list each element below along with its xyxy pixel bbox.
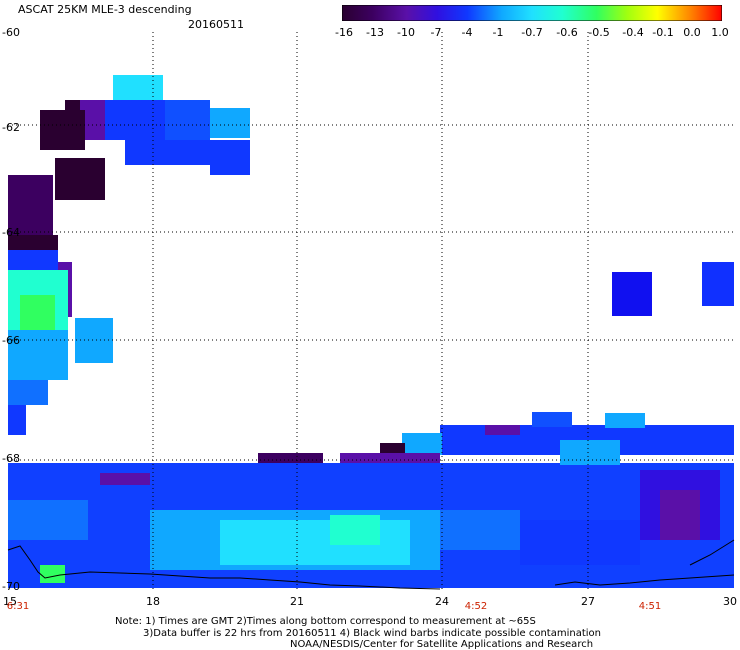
colorbar-label: -10: [397, 26, 415, 39]
colorbar-label: 0.0: [683, 26, 701, 39]
x-label: 30: [723, 595, 737, 608]
colorbar-label: -13: [366, 26, 384, 39]
x-label: 21: [290, 595, 304, 608]
colorbar-label: -7: [430, 26, 442, 39]
colorbar-label: -0.5: [588, 26, 610, 39]
map-title: ASCAT 25KM MLE-3 descending: [18, 3, 192, 16]
wind-speed-cells-south: [8, 412, 734, 588]
colorbar-label: -0.1: [652, 26, 674, 39]
time-label: 4:52: [464, 601, 488, 612]
footnote-line-1: Note: 1) Times are GMT 2)Times along bot…: [115, 616, 536, 627]
colorbar-label: -1: [492, 26, 504, 39]
x-label: 24: [435, 595, 449, 608]
x-label: 15: [3, 595, 17, 608]
x-label: 27: [581, 595, 595, 608]
colorbar-label: 1.0: [711, 26, 729, 39]
footnote-line-2: 3)Data buffer is 22 hrs from 20160511 4)…: [143, 628, 601, 639]
colorbar-label: -0.7: [521, 26, 543, 39]
time-label: 6:31: [6, 601, 30, 612]
time-label: 4:51: [638, 601, 662, 612]
y-label: -60: [2, 26, 20, 39]
x-label: 18: [146, 595, 160, 608]
colorbar-label: -0.4: [622, 26, 644, 39]
map-date: 20160511: [188, 18, 244, 31]
y-label: -64: [2, 226, 20, 239]
colorbar: [342, 5, 722, 21]
wind-speed-cells-east: [612, 262, 734, 316]
footnote-credit: NOAA/NESDIS/Center for Satellite Applica…: [290, 639, 594, 650]
y-label: -66: [2, 334, 20, 347]
y-label: -62: [2, 121, 20, 134]
colorbar-label: -0.6: [556, 26, 578, 39]
coastline: [7, 539, 735, 590]
wind-speed-cells-north: [8, 75, 250, 435]
graticule: [8, 32, 734, 590]
colorbar-labels: -16 -13 -10 -7 -4 -1 -0.7 -0.6 -0.5 -0.4…: [330, 26, 730, 40]
y-label: -70: [2, 580, 20, 593]
y-label: -68: [2, 452, 20, 465]
colorbar-label: -16: [335, 26, 353, 39]
colorbar-label: -4: [461, 26, 473, 39]
